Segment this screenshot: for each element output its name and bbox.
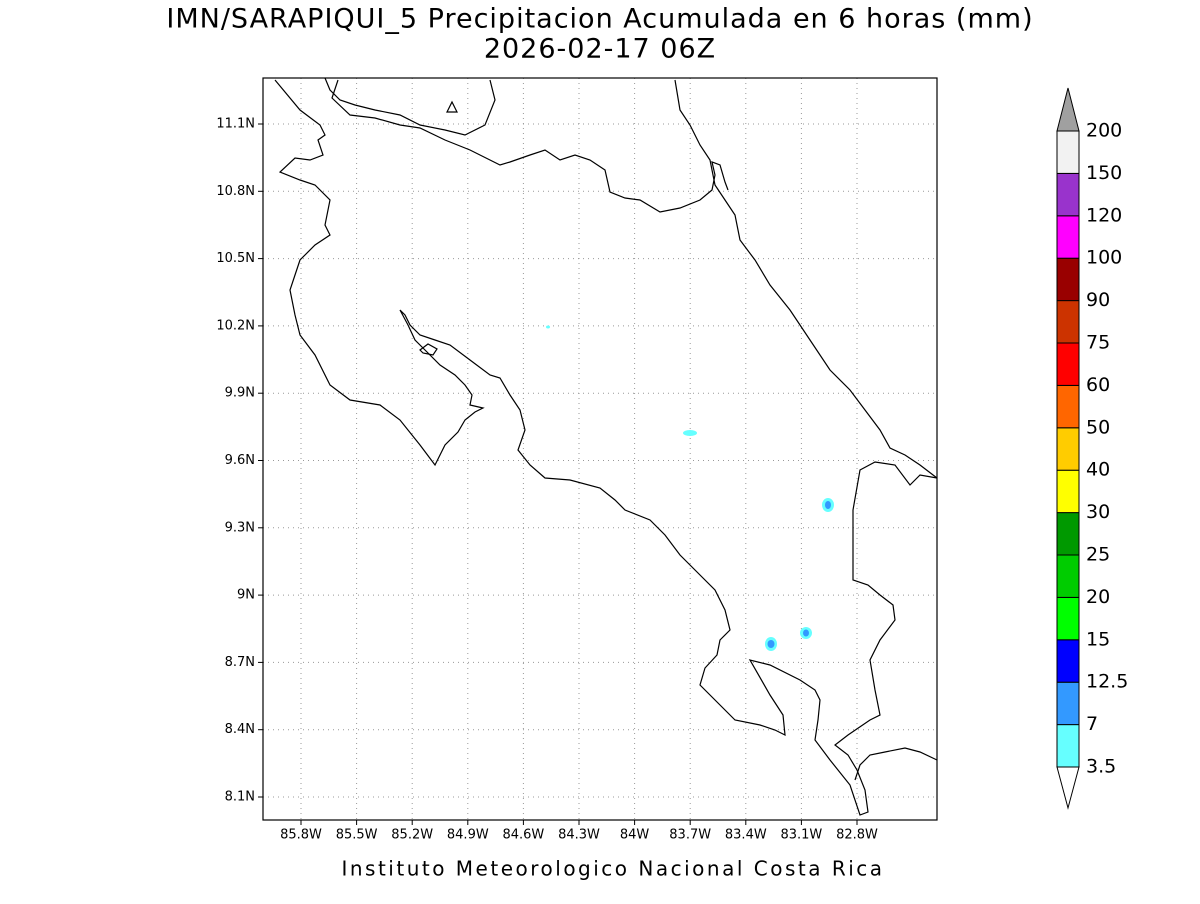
- colorbar-label: 3.5: [1086, 756, 1116, 778]
- y-tick-label: 9.9N: [225, 386, 255, 401]
- y-tick-label: 11.1N: [216, 117, 255, 132]
- y-tick-label: 8.1N: [225, 790, 255, 805]
- colorbar-segment: [1056, 342, 1080, 386]
- colorbar-label: 150: [1086, 162, 1122, 184]
- y-tick-label: 8.7N: [225, 655, 255, 670]
- colorbar-label: 75: [1086, 332, 1110, 354]
- colorbar-segment: [1056, 427, 1080, 471]
- colorbar-label: 25: [1086, 544, 1110, 566]
- colorbar-label: 60: [1086, 374, 1110, 396]
- colorbar-segment: [1056, 172, 1080, 217]
- x-tick-label: 85.2W: [391, 828, 433, 843]
- colorbar-segment: [1056, 724, 1080, 768]
- title: IMN/SARAPIQUI_5 Precipitacion Acumulada …: [166, 4, 1033, 35]
- y-tick-label: 9.6N: [225, 453, 255, 468]
- y-tick-label: 10.2N: [216, 318, 255, 333]
- x-tick-label: 84.3W: [558, 828, 600, 843]
- colorbar-label: 7: [1086, 713, 1098, 735]
- x-tick-label: 83.4W: [725, 828, 767, 843]
- colorbar-label: 30: [1086, 501, 1110, 523]
- y-tick-label: 9.3N: [225, 520, 255, 535]
- precipitation-cells: [546, 325, 834, 651]
- colorbar-label: 100: [1086, 247, 1122, 269]
- colorbar-segment: [1056, 257, 1080, 302]
- coastlines: [274, 77, 938, 816]
- colorbar-label: 120: [1086, 204, 1122, 226]
- y-tick-label: 9N: [237, 588, 255, 603]
- colorbar-label: 40: [1086, 459, 1110, 481]
- subtitle: 2026-02-17 06Z: [484, 34, 716, 65]
- x-tick-label: 84.9W: [447, 828, 489, 843]
- x-tick-label: 84W: [620, 828, 650, 843]
- colorbar-label: 200: [1086, 120, 1122, 142]
- x-tick-label: 85.8W: [280, 828, 322, 843]
- colorbar-label: 12.5: [1086, 671, 1128, 693]
- colorbar-segment: [1056, 681, 1080, 726]
- colorbar-label: 15: [1086, 628, 1110, 650]
- colorbar-over: [1056, 87, 1080, 132]
- colorbar-segment: [1056, 554, 1080, 598]
- colorbar-label: 90: [1086, 289, 1110, 311]
- colorbar-segment: [1056, 384, 1080, 429]
- colorbar-label: 50: [1086, 416, 1110, 438]
- x-tick-label: 85.5W: [336, 828, 378, 843]
- colorbar-segment: [1056, 215, 1080, 259]
- colorbar-segment: [1056, 130, 1080, 174]
- y-tick-label: 8.4N: [225, 722, 255, 737]
- y-tick-label: 10.5N: [216, 251, 255, 266]
- colorbar-segment: [1056, 639, 1080, 683]
- x-tick-label: 82.8W: [836, 828, 878, 843]
- colorbar-segment: [1056, 300, 1080, 344]
- footer: Instituto Meteorologico Nacional Costa R…: [341, 857, 884, 881]
- colorbar-segment: [1056, 469, 1080, 514]
- grid: [258, 78, 937, 825]
- colorbar-segment: [1056, 512, 1080, 556]
- map-frame: [262, 77, 938, 821]
- x-tick-label: 83.7W: [669, 828, 711, 843]
- x-tick-label: 84.6W: [502, 828, 544, 843]
- y-tick-label: 10.8N: [216, 184, 255, 199]
- x-tick-label: 83.1W: [780, 828, 822, 843]
- colorbar-label: 20: [1086, 586, 1110, 608]
- colorbar-under: [1056, 766, 1080, 810]
- colorbar-segment: [1056, 596, 1080, 641]
- colorbar: 3.5 7 12.5 15 20 25 30 40 50 60 75 90 100 120 150 200: [1056, 87, 1128, 810]
